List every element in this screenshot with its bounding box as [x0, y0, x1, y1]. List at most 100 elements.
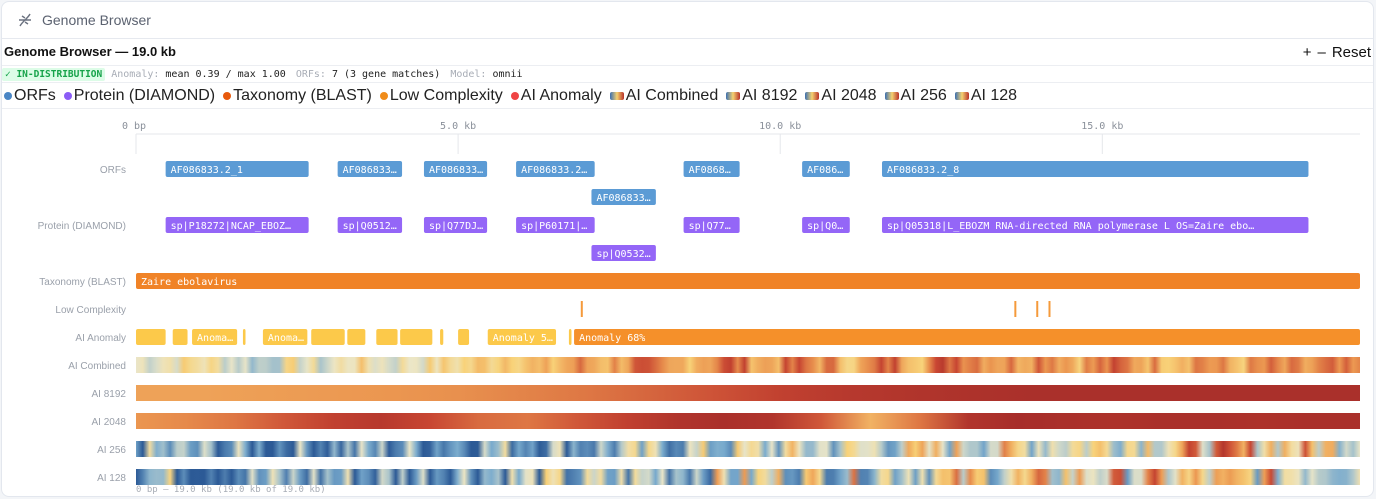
orf-feature[interactable]: AF086833… — [423, 161, 488, 177]
protein-feature-label: sp|P60171|… — [521, 221, 587, 232]
legend-gradient-icon — [884, 92, 899, 100]
zoom-out-button[interactable]: – — [1317, 44, 1326, 61]
legend-gradient-icon — [954, 92, 969, 100]
anomaly-feature[interactable]: Anoma… — [192, 329, 238, 345]
legend-label: AI 2048 — [821, 87, 877, 104]
anomaly-feature[interactable] — [311, 329, 345, 345]
protein-feature[interactable]: sp|Q77… — [683, 217, 740, 233]
anomaly-feature[interactable] — [242, 329, 246, 345]
orf-feature[interactable]: AF086833.2… — [516, 161, 595, 177]
protein-feature[interactable]: sp|Q05318|L_EBOZM RNA-directed RNA polym… — [881, 217, 1309, 233]
taxonomy-feature[interactable]: Zaire ebolavirus — [136, 273, 1360, 289]
anomaly-feature[interactable]: Anomaly 5… — [487, 329, 557, 345]
orf-feature-label: AF086833… — [429, 165, 483, 176]
heatmap-track — [136, 357, 1360, 373]
anomaly-feature-bar — [136, 329, 166, 345]
legend-item[interactable]: AI 128 — [954, 87, 1018, 105]
protein-feature[interactable]: sp|Q0512… — [337, 217, 403, 233]
orf-feature[interactable]: AF086833.2_8 — [881, 161, 1309, 177]
anomaly-feature-label: Anoma… — [197, 333, 233, 344]
orf-feature-label: AF086833.2… — [521, 165, 587, 176]
anomaly-feature-bar — [400, 329, 433, 345]
protein-feature-bar — [423, 217, 488, 233]
protein-feature[interactable]: sp|Q77DJ… — [423, 217, 488, 233]
legend-item[interactable]: AI Anomaly — [510, 87, 602, 105]
legend-label: Protein (DIAMOND) — [73, 87, 216, 104]
anomaly-feature[interactable] — [400, 329, 433, 345]
orf-feature-bar — [683, 161, 740, 177]
heatmap-track — [136, 385, 1360, 401]
legend-item[interactable]: Low Complexity — [379, 87, 503, 105]
zoom-controls: + – Reset — [1303, 44, 1371, 61]
zoom-in-button[interactable]: + — [1302, 44, 1312, 61]
anomaly-feature[interactable] — [440, 329, 444, 345]
legend-label: AI 256 — [900, 87, 947, 104]
orf-feature-bar — [591, 189, 656, 205]
orf-feature-label: AF086… — [807, 165, 843, 176]
legend-label: AI 8192 — [742, 87, 798, 104]
legend-dot-icon — [4, 92, 12, 100]
legend-item[interactable]: AI 256 — [884, 87, 947, 105]
anomaly-feature[interactable] — [347, 329, 366, 345]
anomaly-feature-label: Anoma… — [268, 333, 304, 344]
legend-item[interactable]: AI Combined — [609, 87, 718, 105]
anomaly-label: Anomaly: — [111, 68, 160, 80]
view-range: 0 bp – 19.0 kb (19.0 kb of 19.0 kb) — [136, 485, 326, 495]
legend-item[interactable]: AI 2048 — [805, 87, 877, 105]
anomaly-feature[interactable] — [568, 329, 572, 345]
legend-gradient-icon — [726, 92, 741, 100]
legend-label: AI Anomaly — [520, 87, 602, 104]
anomaly-feature-bar — [242, 329, 246, 345]
orf-feature-label: AF0868… — [689, 165, 731, 176]
heatmap-track — [136, 441, 1360, 457]
reset-button[interactable]: Reset — [1331, 44, 1371, 61]
orf-feature-bar — [516, 161, 595, 177]
low-complexity-mark — [1036, 301, 1039, 317]
anomaly-feature-bar — [311, 329, 345, 345]
protein-feature[interactable]: sp|Q0… — [802, 217, 850, 233]
legend-gradient-icon — [609, 92, 624, 100]
legend-item[interactable]: ORFs — [4, 87, 56, 105]
anomaly-feature-bar — [192, 329, 238, 345]
anomaly-feature[interactable] — [172, 329, 188, 345]
orf-feature-label: AF086833… — [596, 193, 650, 204]
low-complexity-mark — [1048, 301, 1051, 317]
orf-feature-label: AF086833… — [343, 165, 397, 176]
orf-feature[interactable]: AF086… — [802, 161, 850, 177]
protein-feature-bar — [881, 217, 1309, 233]
legend-item[interactable]: Taxonomy (BLAST) — [223, 87, 372, 105]
legend-label: AI 128 — [970, 87, 1018, 104]
orfs-value: 7 (3 gene matches) — [331, 68, 441, 80]
track-label: AI Combined — [68, 361, 126, 372]
legend-item[interactable]: Protein (DIAMOND) — [63, 87, 216, 105]
anomaly-feature[interactable]: Anomaly 68% — [574, 329, 1360, 345]
divider — [2, 108, 1373, 109]
axis-tick-label: 10.0 kb — [759, 121, 801, 132]
anomaly-feature[interactable] — [376, 329, 398, 345]
legend-item[interactable]: AI 8192 — [726, 87, 797, 105]
protein-feature[interactable]: sp|P18272|NCAP_EBOZ… — [165, 217, 309, 233]
orf-feature[interactable]: AF0868… — [683, 161, 740, 177]
status-badge: ✓ IN-DISTRIBUTION — [2, 67, 106, 81]
anomaly-feature-label: Anomaly 68% — [579, 333, 645, 344]
legend: ORFs Protein (DIAMOND) Taxonomy (BLAST) Low… — [4, 87, 1021, 105]
low-complexity-mark — [1014, 301, 1017, 317]
orf-feature[interactable]: AF086833.2_1 — [165, 161, 309, 177]
taxonomy-feature-label: Zaire ebolavirus — [141, 277, 237, 288]
protein-feature-label: sp|Q0512… — [343, 221, 397, 232]
orf-feature[interactable]: AF086833… — [337, 161, 403, 177]
orf-feature[interactable]: AF086833… — [591, 189, 656, 205]
track-label: ORFs — [100, 165, 126, 176]
orf-feature-bar — [802, 161, 850, 177]
protein-feature[interactable]: sp|Q0532… — [591, 245, 656, 261]
track-plot: 0 bp 5.0 kb 10.0 kb 15.0 kb ORFs AF086833.2_1… — [38, 121, 1360, 485]
orf-feature-label: AF086833.2_1 — [171, 165, 243, 176]
legend-dot-icon — [379, 92, 388, 100]
anomaly-feature[interactable] — [458, 329, 470, 345]
anomaly-feature[interactable] — [136, 329, 166, 345]
orf-feature-bar — [165, 161, 309, 177]
anomaly-feature[interactable]: Anoma… — [262, 329, 308, 345]
protein-feature-bar — [683, 217, 740, 233]
heatmap-track — [136, 469, 1360, 485]
protein-feature[interactable]: sp|P60171|… — [516, 217, 595, 233]
